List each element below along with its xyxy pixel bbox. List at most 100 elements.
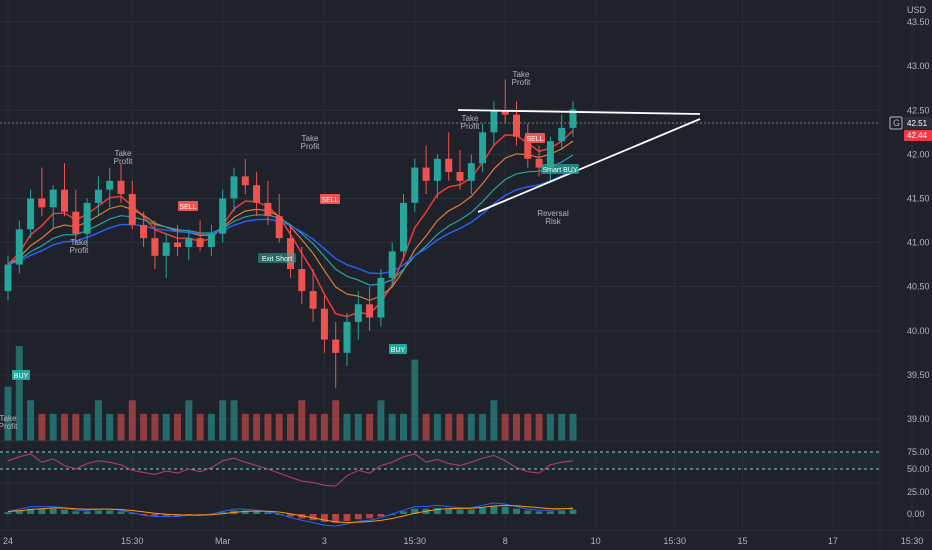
last-price-tag: 42.51 (904, 117, 932, 129)
time-tick-label: 15:30 (121, 536, 144, 546)
candle[interactable] (72, 189, 80, 243)
candles[interactable] (4, 79, 577, 389)
svg-text:Take: Take (462, 114, 479, 123)
time-tick-label: 15:30 (404, 536, 427, 546)
candle[interactable] (128, 180, 136, 230)
candle[interactable] (479, 123, 487, 172)
candle[interactable] (83, 198, 91, 247)
candle[interactable] (433, 154, 441, 199)
candle[interactable] (4, 255, 12, 300)
candle[interactable] (524, 123, 532, 168)
price-tick-label: 42.00 (907, 149, 930, 159)
candle[interactable] (174, 224, 181, 256)
resistance-trendline[interactable] (457, 109, 701, 115)
candle[interactable] (569, 101, 577, 137)
candle[interactable] (377, 269, 385, 327)
candle[interactable] (467, 154, 475, 195)
candle[interactable] (162, 233, 170, 278)
candle[interactable] (535, 145, 543, 177)
candle[interactable] (253, 171, 261, 217)
current-price-tag: 42.44 (904, 130, 932, 141)
exit-short-signal[interactable]: Exit Short (258, 253, 296, 263)
volume-bar (332, 400, 340, 441)
volume-bar (117, 413, 125, 441)
volume-bar (94, 400, 102, 441)
candle[interactable] (400, 194, 407, 261)
candle[interactable] (275, 194, 283, 243)
svg-text:Profit: Profit (512, 78, 531, 87)
volume-bar (253, 413, 261, 441)
macd-axis: 25.00 0.00 (907, 487, 930, 519)
volume-bar (128, 400, 136, 441)
g-tag[interactable]: G (889, 116, 903, 130)
candle[interactable] (106, 167, 114, 208)
volume-bar (49, 413, 57, 441)
price-tick-label: 39.00 (907, 414, 930, 424)
candle[interactable] (354, 291, 362, 340)
price-tick-label: 43.00 (907, 61, 930, 71)
sell-signal[interactable]: SELL (178, 201, 198, 211)
volume-bar (354, 413, 362, 441)
candle[interactable] (15, 220, 23, 274)
candle[interactable] (456, 149, 464, 190)
candle[interactable] (411, 158, 419, 212)
price-axis[interactable]: 43.50 43.00 42.50 42.00 41.50 41.00 40.50 40.00… (907, 17, 930, 424)
volume-bar (320, 413, 328, 441)
candle[interactable] (422, 145, 430, 195)
candle[interactable] (388, 242, 396, 287)
sell-signal[interactable]: SELL (320, 194, 340, 204)
svg-text:Profit: Profit (70, 246, 89, 255)
sell-signal[interactable]: SELL (525, 133, 545, 143)
time-tick-label: 15 (737, 536, 747, 546)
price-tick-label: 41.00 (907, 238, 930, 248)
candle[interactable] (343, 313, 351, 367)
svg-text:Profit: Profit (114, 157, 133, 166)
candle[interactable] (501, 79, 509, 124)
take-profit-label: Take Profit (461, 114, 480, 131)
candle[interactable] (558, 114, 566, 150)
buy-signal[interactable]: BUY (12, 370, 30, 380)
candle[interactable] (151, 220, 159, 270)
currency-label: USD (907, 5, 927, 15)
candle[interactable] (264, 180, 272, 225)
candle[interactable] (185, 229, 193, 261)
candle[interactable] (366, 286, 374, 331)
candle[interactable] (38, 167, 46, 217)
svg-text:42.44: 42.44 (907, 131, 928, 140)
volume-bar (15, 346, 23, 441)
time-tick-label: 10 (591, 536, 601, 546)
candle[interactable] (219, 189, 227, 243)
svg-text:Reversal: Reversal (537, 209, 569, 218)
buy-signal[interactable]: BUY (389, 344, 407, 354)
candle[interactable] (49, 185, 57, 230)
volume-bar (264, 413, 272, 441)
svg-text:Take: Take (115, 149, 132, 158)
smart-buy-signal[interactable]: Smart BUY (541, 164, 579, 174)
candle[interactable] (196, 220, 204, 252)
candle[interactable] (445, 132, 453, 181)
candle[interactable] (241, 158, 249, 195)
candle[interactable] (332, 321, 340, 389)
volume-bar (569, 413, 577, 441)
candle[interactable] (61, 163, 68, 217)
candle[interactable] (94, 176, 102, 217)
volume-bar (61, 413, 68, 441)
candle[interactable] (309, 269, 317, 322)
volume-bar (287, 413, 294, 441)
candle[interactable] (298, 246, 306, 305)
take-profit-label: Take Profit (70, 238, 89, 255)
candle[interactable] (117, 163, 125, 203)
volume-bars (4, 346, 577, 441)
candle[interactable] (27, 189, 35, 239)
volume-bar (207, 413, 215, 441)
volume-bar (558, 413, 566, 441)
candle[interactable] (140, 211, 148, 247)
candle[interactable] (230, 167, 238, 212)
support-trendline[interactable] (477, 118, 701, 213)
volume-bar (546, 413, 554, 441)
candle[interactable] (320, 295, 328, 353)
candle[interactable] (207, 224, 215, 256)
